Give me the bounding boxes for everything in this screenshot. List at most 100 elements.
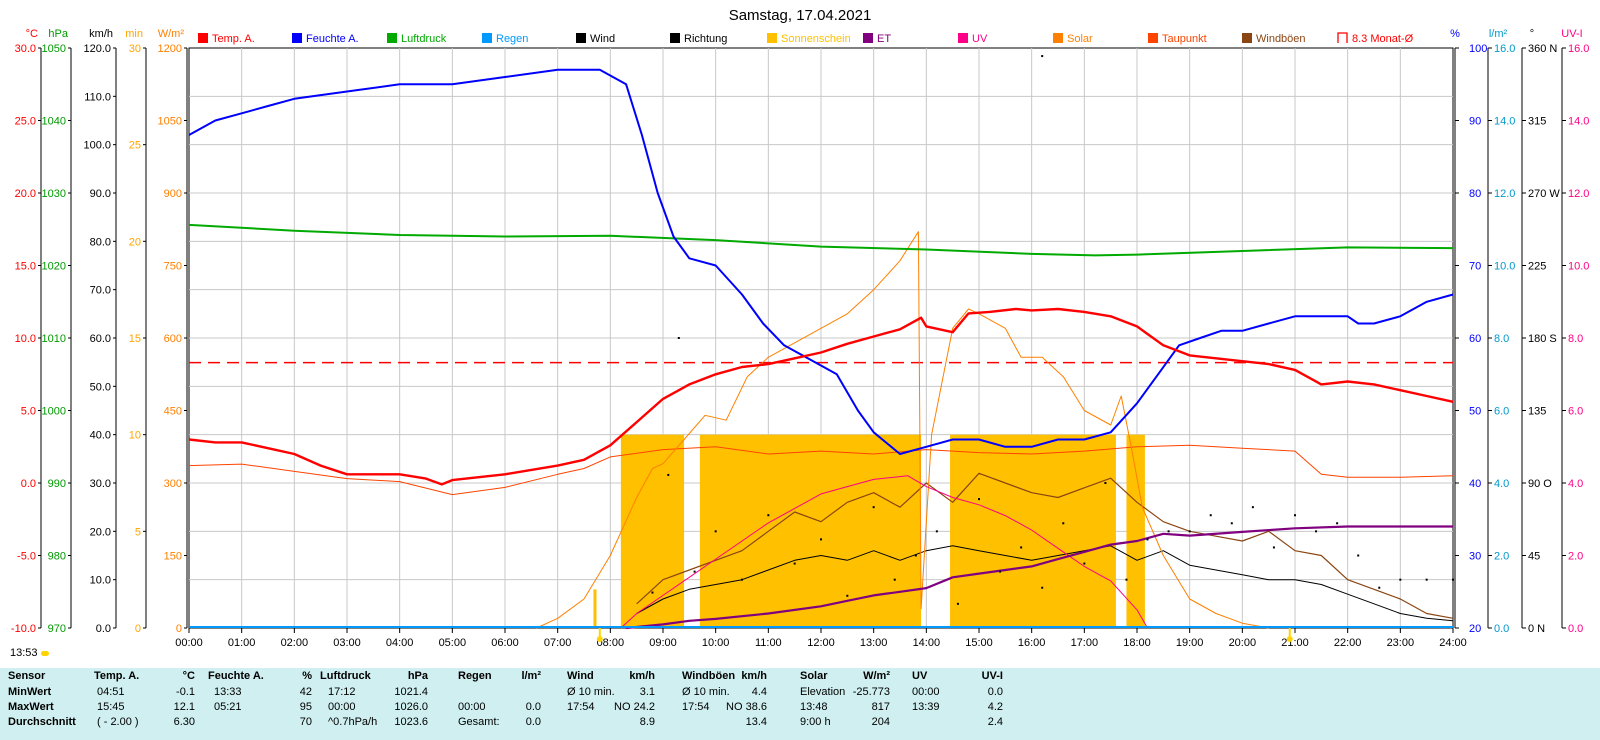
table-cell: Ø 10 min. xyxy=(682,686,730,698)
x-tick-label: 12:00 xyxy=(807,637,835,649)
table-row-label: Durchschnitt xyxy=(8,716,76,728)
table-cell: Ø 10 min. xyxy=(567,686,615,698)
right-axis-tick-label: 180 S xyxy=(1528,333,1557,345)
table-cell: 4.4 xyxy=(751,686,767,698)
left-axis-tick-label: 970 xyxy=(48,623,66,635)
x-tick-label: 13:00 xyxy=(860,637,888,649)
x-tick-label: 11:00 xyxy=(755,637,782,649)
direction-point xyxy=(1104,482,1107,484)
legend-swatch xyxy=(1242,33,1252,43)
x-tick-label: 08:00 xyxy=(597,637,625,649)
table-cell: 15:45 xyxy=(97,701,125,713)
chart-title: Samstag, 17.04.2021 xyxy=(729,7,872,24)
humidity-line xyxy=(188,68,1454,455)
right-axis-tick-label: 45 xyxy=(1528,551,1540,563)
direction-point xyxy=(1041,586,1044,589)
x-axis: 00:00 01:00 02:00 03:00 04:00 05:00 06:00 07:00… xyxy=(175,628,1467,649)
legend-swatch xyxy=(198,33,208,43)
table-header-cell: Temp. A. xyxy=(94,670,140,682)
legend-label: UV xyxy=(972,33,988,45)
clock-sun-icon xyxy=(40,651,49,656)
right-axis-tick-label: 30 xyxy=(1469,551,1481,563)
direction-point xyxy=(1062,522,1065,525)
legend-label: ET xyxy=(877,33,891,45)
legend-label: Temp. A. xyxy=(212,33,255,45)
left-axis-tick-label: 150 xyxy=(164,551,182,563)
table-cell: 13:39 xyxy=(912,701,940,713)
table-row-label: MinWert xyxy=(8,686,52,698)
right-axis-tick-label: 90 O xyxy=(1528,478,1552,490)
direction-point xyxy=(1294,514,1296,517)
direction-point xyxy=(1020,546,1023,549)
table-cell: 00:00 xyxy=(458,701,486,713)
right-axis-tick-label: 12.0 xyxy=(1568,188,1589,200)
table-header-cell: W/m² xyxy=(863,670,890,682)
right-axis-unit: % xyxy=(1450,28,1460,40)
sunshine-block xyxy=(593,589,597,628)
table-header-cell: l/m² xyxy=(521,670,541,682)
legend-swatch xyxy=(292,33,302,43)
right-axis-tick-label: 6.0 xyxy=(1568,406,1583,418)
right-axis-tick-label: 2.0 xyxy=(1568,551,1583,563)
left-axis-tick-label: 0 xyxy=(176,623,182,635)
legend-swatch xyxy=(576,33,586,43)
table-cell: 0.0 xyxy=(525,701,541,713)
x-tick-label: 01:00 xyxy=(228,637,256,649)
left-axis-tick-label: 10 xyxy=(129,430,141,442)
x-tick-label: 24:00 xyxy=(1439,637,1467,649)
legend-swatch xyxy=(958,33,968,43)
left-axis-tick-label: 600 xyxy=(164,333,182,345)
x-tick-label: 14:00 xyxy=(913,637,941,649)
legend-swatch xyxy=(1148,33,1158,43)
legend-swatch xyxy=(863,33,873,43)
direction-point xyxy=(978,498,980,501)
left-axis-tick-label: 1010 xyxy=(42,333,66,345)
table-header-cell: Windböen xyxy=(682,670,736,682)
left-axis-unit: °C xyxy=(26,28,38,40)
right-axis-tick-label: 225 xyxy=(1528,261,1546,273)
direction-point xyxy=(914,554,917,557)
right-axis-tick-label: 8.0 xyxy=(1568,333,1583,345)
left-axis-tick-label: 10.0 xyxy=(15,333,36,345)
legend-swatch xyxy=(1337,32,1348,43)
x-tick-label: 09:00 xyxy=(649,637,677,649)
direction-point xyxy=(846,594,849,597)
left-axis-unit: min xyxy=(125,28,143,40)
left-axis-tick-label: -10.0 xyxy=(11,623,36,635)
table-cell: 17:54 xyxy=(567,701,595,713)
legend-swatch xyxy=(767,33,777,43)
sunshine-block xyxy=(1126,434,1145,628)
direction-point xyxy=(651,591,654,594)
table-cell: -25.773 xyxy=(852,686,890,698)
left-axis-tick-label: 15.0 xyxy=(15,261,36,273)
direction-point xyxy=(956,602,959,605)
sunshine-block xyxy=(699,434,922,628)
legend-label: Luftdruck xyxy=(401,33,447,45)
legend-label: Feuchte A. xyxy=(306,33,359,45)
dewpoint-line xyxy=(188,444,1454,496)
left-axis-tick-label: 60.0 xyxy=(90,333,111,345)
x-tick-label: 03:00 xyxy=(333,637,361,649)
table-cell: 2.4 xyxy=(987,716,1003,728)
table-cell: NO 24.2 xyxy=(614,701,655,713)
direction-point xyxy=(1230,522,1233,525)
weather-chart: Samstag, 17.04.2021 Temp. A. Feuchte A. Lu… xyxy=(11,7,1590,649)
direction-point xyxy=(999,570,1002,573)
table-cell: 17:54 xyxy=(682,701,710,713)
uv-line xyxy=(620,475,1148,629)
left-axis-tick-label: 1020 xyxy=(42,261,66,273)
left-axis-tick-label: 0 xyxy=(135,623,141,635)
sunset-icon xyxy=(1286,636,1293,642)
left-axis-tick-label: 5.0 xyxy=(21,406,36,418)
left-axis-tick-label: 110.0 xyxy=(84,91,111,103)
table-header-cell: Luftdruck xyxy=(320,670,371,682)
left-axis-tick-label: 80.0 xyxy=(90,236,111,248)
direction-point xyxy=(1357,554,1360,557)
table-cell: 4.2 xyxy=(987,701,1003,713)
x-tick-label: 20:00 xyxy=(1229,637,1257,649)
sunshine-series xyxy=(593,434,1145,628)
left-axes: °C 30.0 25.0 20.0 15.0 10.0 5.0 0.0 -5.0 -10.0 hPa… xyxy=(11,28,188,635)
left-axis-tick-label: 50.0 xyxy=(90,381,111,393)
right-axis-tick-label: 360 N xyxy=(1528,43,1557,55)
right-axis-tick-label: 6.0 xyxy=(1494,406,1509,418)
